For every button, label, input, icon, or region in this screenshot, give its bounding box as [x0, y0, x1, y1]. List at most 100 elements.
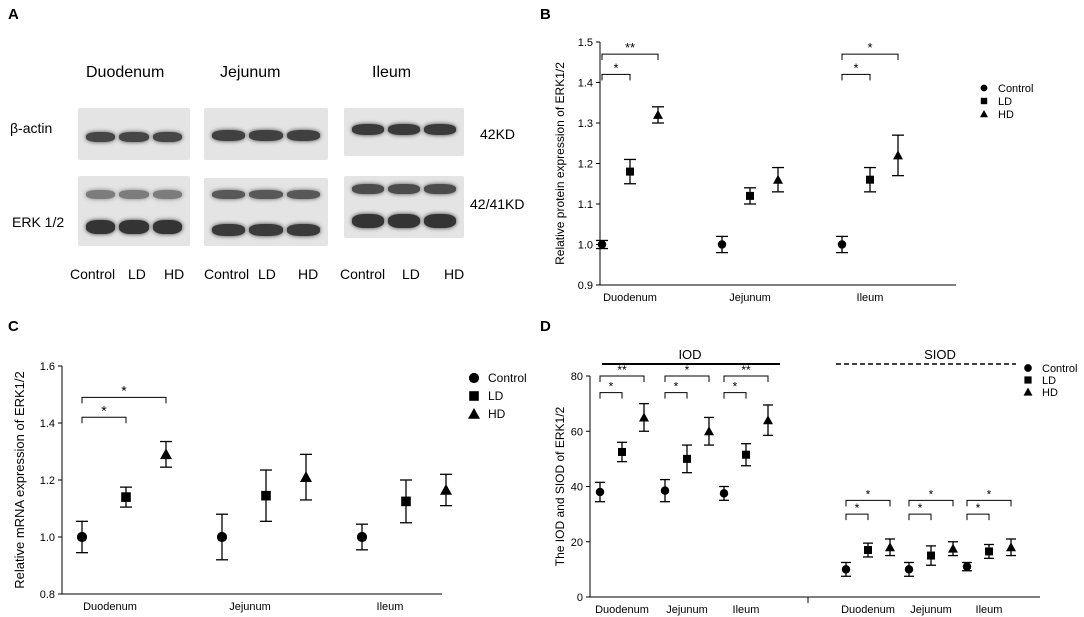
wb-band — [119, 132, 149, 142]
significance-bracket — [908, 499, 954, 507]
y-tick-label: 1.6 — [40, 361, 55, 373]
significance-label: * — [918, 501, 923, 515]
wb-band — [352, 184, 384, 194]
x-tick-label: Duodenum — [83, 601, 137, 613]
data-point-ld — [746, 191, 754, 200]
wb-band — [86, 220, 116, 234]
wb-band — [152, 132, 182, 142]
wb-band — [388, 184, 420, 194]
significance-label: * — [976, 501, 981, 515]
significance-bracket — [845, 499, 891, 507]
significance-bracket — [723, 392, 747, 399]
wb-lane-label: LD — [258, 266, 276, 282]
data-point-control — [595, 487, 605, 497]
y-tick-label: 1.3 — [578, 118, 593, 130]
data-point-control — [719, 489, 729, 498]
legend-marker-hd — [980, 110, 988, 118]
y-tick-label: 40 — [571, 482, 583, 494]
legend-marker-hd — [468, 408, 480, 419]
data-point-hd — [885, 542, 895, 552]
y-axis-label: Relative protein expression of ERK1/2 — [553, 62, 567, 265]
wb-band — [152, 220, 182, 234]
legend-label: LD — [488, 389, 504, 403]
data-point-ld — [261, 490, 271, 501]
data-point-control — [837, 240, 847, 249]
significance-label: * — [101, 402, 107, 418]
data-point-hd — [773, 174, 783, 184]
data-point-hd — [1006, 542, 1016, 552]
data-point-control — [597, 240, 607, 249]
data-point-control — [904, 565, 914, 574]
y-tick-label: 1.2 — [578, 159, 593, 171]
data-point-ld — [866, 175, 874, 184]
wb-blot — [204, 178, 328, 246]
wb-region-ileum: Ileum — [372, 64, 412, 81]
x-tick-label: Ileum — [857, 292, 884, 304]
x-tick-label: Ileum — [976, 604, 1003, 616]
data-point-hd — [704, 426, 714, 436]
chart-panel-c: 0.8 1.0 1.2 1.4 1.6 Relative mRNA expression … — [12, 361, 527, 613]
data-point-control — [841, 565, 851, 574]
wb-region-duodenum: Duodenum — [86, 64, 165, 81]
wb-blot — [344, 176, 464, 238]
significance-label: * — [609, 380, 614, 394]
y-tick-label: 1.2 — [40, 475, 55, 487]
wb-band — [286, 130, 320, 141]
wb-size-42-41kd: 42/41KD — [470, 196, 525, 212]
wb-band — [212, 190, 246, 199]
significance-label: * — [613, 60, 618, 75]
x-tick-label: Jejunum — [729, 292, 771, 304]
wb-band — [152, 190, 182, 199]
wb-size-42kd: 42KD — [480, 126, 516, 142]
wb-row-label-erk: ERK 1/2 — [12, 214, 65, 230]
significance-label: * — [867, 40, 872, 55]
data-point-ld — [864, 546, 872, 555]
significance-label: * — [987, 487, 992, 501]
legend-label: HD — [488, 407, 506, 421]
wb-band — [352, 124, 384, 135]
x-tick-label: Jejunum — [666, 604, 708, 616]
significance-label: ** — [625, 40, 635, 55]
y-tick-label: 1.0 — [40, 532, 55, 544]
legend-marker-ld — [1024, 376, 1032, 384]
significance-label: ** — [741, 363, 751, 377]
wb-lane-label: HD — [164, 266, 185, 282]
wb-band — [86, 190, 116, 199]
significance-bracket — [81, 396, 167, 404]
legend-label: HD — [1042, 387, 1058, 399]
significance-label: * — [866, 487, 871, 501]
significance-bracket — [845, 513, 869, 521]
data-point-hd — [653, 109, 663, 119]
wb-band — [249, 190, 283, 199]
y-tick-label: 80 — [571, 371, 583, 383]
panel-letter-a: A — [8, 6, 19, 23]
wb-band — [212, 224, 246, 236]
legend-marker-ld — [469, 391, 479, 401]
wb-blot — [78, 108, 190, 160]
data-point-ld — [927, 551, 935, 560]
data-point-ld — [626, 167, 634, 176]
significance-bracket — [966, 499, 1012, 507]
y-axis-label: The IOD and SIOD of ERK1/2 — [553, 406, 567, 566]
data-point-ld — [401, 496, 411, 507]
y-tick-label: 0.9 — [578, 280, 593, 292]
wb-band — [119, 190, 149, 199]
wb-band — [86, 132, 116, 142]
significance-label: * — [674, 380, 679, 394]
significance-label: * — [853, 60, 858, 75]
wb-blot — [78, 176, 190, 246]
wb-blot — [204, 108, 328, 160]
x-tick-label: Ileum — [377, 601, 404, 613]
x-tick-label: Duodenum — [595, 604, 649, 616]
y-tick-label: 0.8 — [40, 589, 55, 601]
data-point-hd — [893, 150, 903, 160]
legend-label: Control — [998, 83, 1033, 95]
data-point-hd — [440, 483, 452, 495]
data-point-control — [216, 531, 228, 543]
wb-blot — [344, 108, 464, 156]
y-tick-label: 60 — [571, 426, 583, 438]
data-point-ld — [742, 450, 750, 459]
panel-letter-d: D — [540, 318, 551, 335]
wb-lane-label: LD — [128, 266, 146, 282]
wb-band — [424, 124, 456, 135]
